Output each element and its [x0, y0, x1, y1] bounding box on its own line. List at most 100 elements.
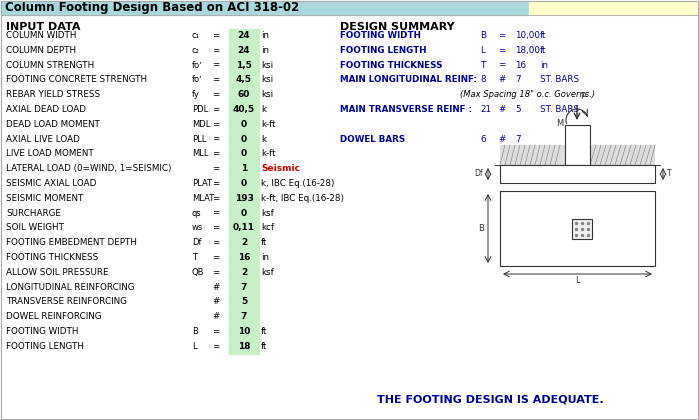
Text: 5: 5	[515, 105, 521, 114]
Text: FOOTING THICKNESS: FOOTING THICKNESS	[6, 253, 99, 262]
Text: =: =	[212, 90, 219, 99]
Text: B: B	[478, 224, 484, 233]
Text: =: =	[212, 76, 219, 84]
Text: DOWEL REINFORCING: DOWEL REINFORCING	[6, 312, 101, 321]
Text: FOOTING WIDTH: FOOTING WIDTH	[340, 31, 421, 40]
Text: 16: 16	[515, 60, 526, 70]
Text: ft: ft	[261, 342, 268, 351]
Text: 8: 8	[480, 76, 486, 84]
Text: =: =	[212, 31, 219, 40]
Text: Column Footing Design Based on ACI 318-02: Column Footing Design Based on ACI 318-0…	[5, 2, 299, 15]
Text: PLAT: PLAT	[192, 179, 212, 188]
Text: L: L	[575, 276, 579, 285]
Text: ws: ws	[192, 223, 203, 232]
Text: ksf: ksf	[261, 209, 274, 218]
Bar	[229, 281, 259, 294]
Text: =: =	[212, 209, 219, 218]
Bar	[229, 221, 259, 235]
Text: =: =	[212, 134, 219, 144]
Bar	[229, 118, 259, 131]
Text: P: P	[580, 92, 585, 101]
Text: 0,11: 0,11	[233, 223, 255, 232]
Text: #: #	[498, 105, 505, 114]
Text: 10,00: 10,00	[515, 31, 540, 40]
Bar	[229, 177, 259, 191]
Bar	[500, 191, 655, 266]
Text: DESIGN SUMMARY: DESIGN SUMMARY	[340, 22, 454, 32]
Text: 7: 7	[241, 283, 247, 291]
Text: ksf: ksf	[261, 268, 274, 277]
Text: M: M	[556, 119, 563, 128]
Bar	[229, 236, 259, 250]
Text: =: =	[212, 238, 219, 247]
Text: T: T	[192, 253, 197, 262]
Text: COLUMN DEPTH: COLUMN DEPTH	[6, 46, 76, 55]
Text: COLUMN STRENGTH: COLUMN STRENGTH	[6, 60, 94, 70]
Bar	[229, 133, 259, 147]
Text: THE FOOTING DESIGN IS ADEQUATE.: THE FOOTING DESIGN IS ADEQUATE.	[377, 395, 603, 405]
Text: =: =	[498, 31, 505, 40]
Text: 7: 7	[515, 134, 521, 144]
Text: ft: ft	[261, 238, 268, 247]
Text: in: in	[261, 46, 269, 55]
Text: REBAR YIELD STRESS: REBAR YIELD STRESS	[6, 90, 100, 99]
Text: =: =	[212, 60, 219, 70]
Text: ST. BARS: ST. BARS	[540, 105, 579, 114]
Bar	[229, 103, 259, 117]
Text: Seismic: Seismic	[261, 164, 300, 173]
Text: 5: 5	[241, 297, 247, 307]
Bar	[229, 192, 259, 206]
Text: DEAD LOAD MOMENT: DEAD LOAD MOMENT	[6, 120, 100, 129]
Text: ft: ft	[261, 327, 268, 336]
Bar	[229, 29, 259, 43]
Text: FOOTING WIDTH: FOOTING WIDTH	[6, 327, 78, 336]
Text: =: =	[212, 120, 219, 129]
Text: FOOTING CONCRETE STRENGTH: FOOTING CONCRETE STRENGTH	[6, 76, 147, 84]
Text: in: in	[261, 31, 269, 40]
Text: foʼ: foʼ	[192, 76, 203, 84]
Text: 2: 2	[241, 268, 247, 277]
Text: k: k	[261, 105, 266, 114]
Text: LIVE LOAD MOMENT: LIVE LOAD MOMENT	[6, 150, 94, 158]
Text: B: B	[480, 31, 486, 40]
Text: foʼ: foʼ	[192, 60, 203, 70]
Bar	[229, 88, 259, 102]
Text: MLL: MLL	[192, 150, 208, 158]
Text: c₂: c₂	[562, 225, 569, 234]
Bar	[229, 44, 259, 58]
Text: MLAT: MLAT	[192, 194, 215, 203]
Text: 16: 16	[238, 253, 250, 262]
Text: 4,5: 4,5	[236, 76, 252, 84]
Bar	[529, 1, 698, 15]
Text: LATERAL LOAD (0=WIND, 1=SEISMIC): LATERAL LOAD (0=WIND, 1=SEISMIC)	[6, 164, 171, 173]
Bar	[229, 162, 259, 176]
Text: k-ft, IBC Eq.(16-28): k-ft, IBC Eq.(16-28)	[261, 194, 344, 203]
Text: =: =	[212, 194, 219, 203]
Bar	[1, 1, 529, 15]
Text: =: =	[212, 105, 219, 114]
Text: =: =	[498, 46, 505, 55]
Text: =: =	[212, 46, 219, 55]
Text: SOIL WEIGHT: SOIL WEIGHT	[6, 223, 64, 232]
Text: SURCHARGE: SURCHARGE	[6, 209, 61, 218]
Text: SEISMIC AXIAL LOAD: SEISMIC AXIAL LOAD	[6, 179, 96, 188]
Text: INPUT DATA: INPUT DATA	[6, 22, 80, 32]
Text: 1,5: 1,5	[236, 60, 252, 70]
Text: 7: 7	[515, 76, 521, 84]
Text: qs: qs	[192, 209, 202, 218]
Text: 6: 6	[480, 134, 486, 144]
Text: 0: 0	[241, 209, 247, 218]
Text: T: T	[480, 60, 485, 70]
Bar	[500, 165, 655, 183]
Text: (Max Spacing 18" o.c. Governs.): (Max Spacing 18" o.c. Governs.)	[460, 90, 595, 99]
Bar	[229, 251, 259, 265]
Bar	[572, 219, 592, 239]
Text: 18: 18	[238, 342, 250, 351]
Text: ST. BARS: ST. BARS	[540, 76, 579, 84]
Text: =: =	[212, 327, 219, 336]
Text: ft: ft	[540, 46, 547, 55]
Text: #: #	[212, 312, 219, 321]
Text: =: =	[212, 150, 219, 158]
Text: in: in	[261, 253, 269, 262]
Text: ft: ft	[540, 31, 547, 40]
